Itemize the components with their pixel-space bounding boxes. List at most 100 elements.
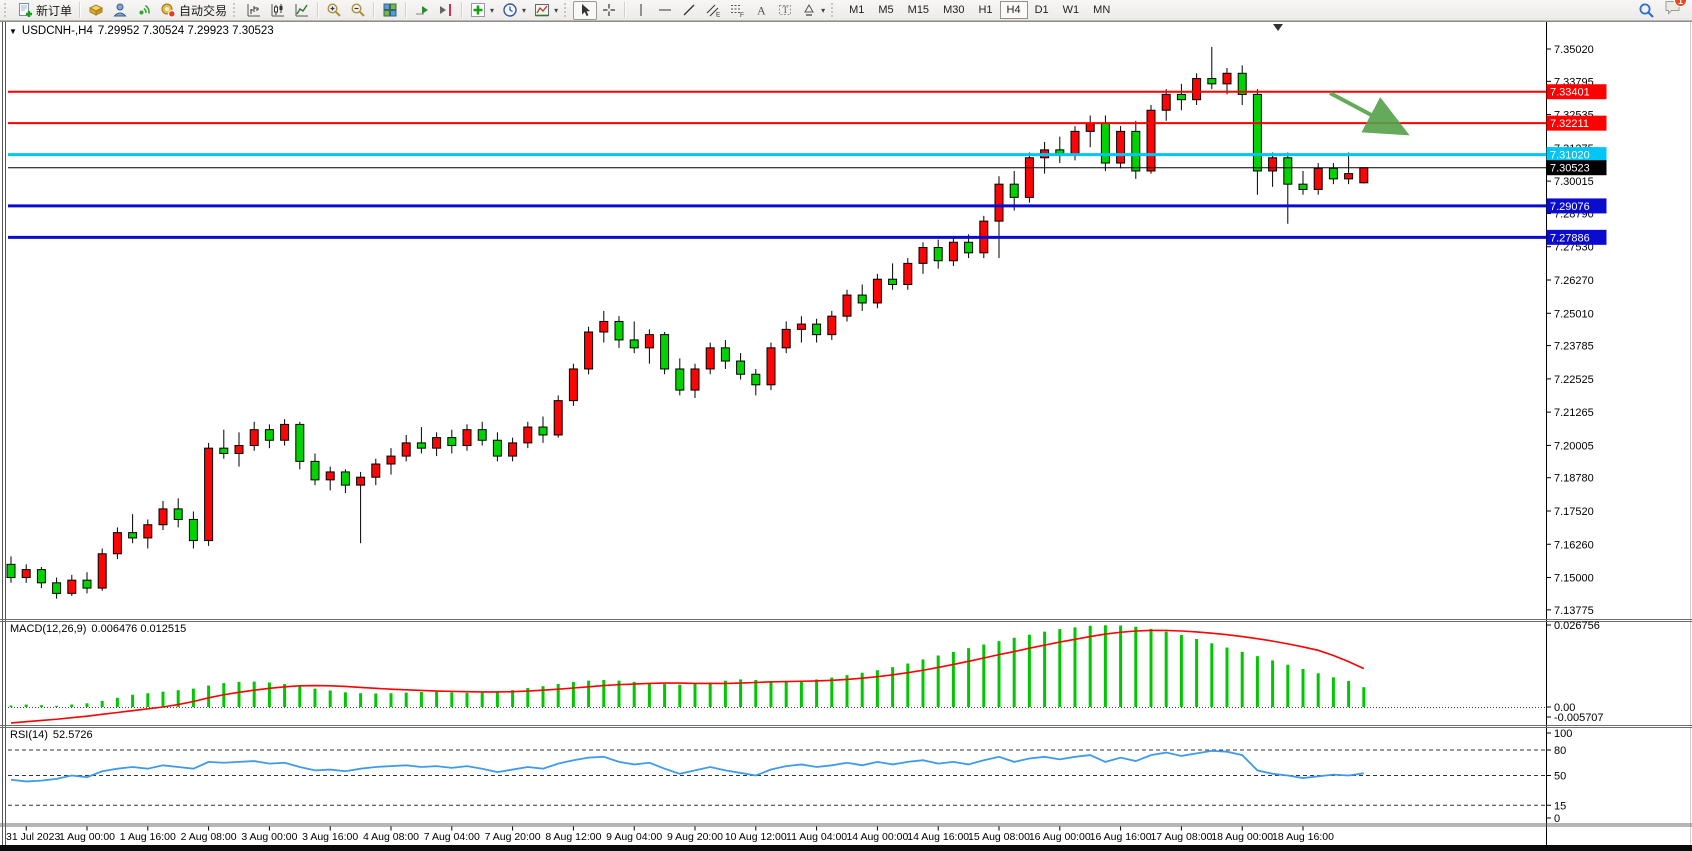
crosshair-tool-button[interactable]	[597, 1, 621, 20]
zoom-out-button[interactable]	[346, 1, 370, 20]
zoom-in-button[interactable]	[322, 1, 346, 20]
bar-chart-button[interactable]	[242, 1, 266, 20]
candle-body	[933, 247, 943, 262]
svg-text:A: A	[757, 4, 766, 18]
trendline-icon	[681, 2, 697, 18]
level-price-box	[1546, 198, 1607, 214]
tile-windows-button[interactable]	[378, 1, 402, 20]
bar-chart-icon	[246, 2, 262, 18]
template-icon	[534, 2, 550, 18]
zoom-out-icon	[350, 2, 366, 18]
candlestick-chart-button[interactable]	[266, 1, 290, 20]
rsi-line	[10, 749, 1364, 783]
chart-shift-marker[interactable]	[1273, 24, 1283, 31]
market-watch-button[interactable]	[84, 1, 108, 20]
candle-body	[340, 471, 350, 486]
chart-shift-icon	[438, 2, 454, 18]
toolbar-grip[interactable]	[831, 3, 836, 17]
line-chart-button[interactable]	[290, 1, 314, 20]
toolbar-right-group: 1	[1638, 0, 1687, 21]
cursor-tool-button[interactable]	[573, 0, 598, 20]
macd-axis-label: 0.00	[1554, 702, 1575, 714]
horizontal-line-icon	[657, 2, 673, 18]
autotrading-button[interactable]: 自动交易	[156, 1, 231, 20]
candle-body	[6, 563, 16, 579]
timeframe-H1[interactable]: H1	[978, 4, 993, 16]
candle-body	[1024, 157, 1034, 198]
notifications-button[interactable]: 1	[1664, 0, 1687, 21]
toolbar-grip[interactable]	[4, 3, 9, 17]
rsi-axis-label: 80	[1554, 745, 1566, 757]
candle-body	[371, 463, 381, 478]
equidistant-channel-icon: E	[705, 2, 721, 19]
vertical-line-icon	[633, 2, 649, 18]
candle-body	[796, 323, 806, 330]
candle-body	[219, 447, 229, 454]
timeframe-M15[interactable]: M15	[907, 4, 930, 16]
toolbar-grip[interactable]	[564, 3, 569, 17]
text-label-icon: T	[777, 2, 793, 18]
candle-body	[1359, 167, 1369, 184]
time-label: 16 Aug 16:00	[1090, 831, 1152, 843]
candle-body	[538, 426, 548, 436]
level-price-box	[1546, 115, 1607, 131]
candle-body	[1252, 93, 1262, 172]
level-price-label: 7.30523	[1550, 163, 1590, 175]
candle-body	[356, 476, 366, 486]
candle-body	[1070, 130, 1080, 156]
data-window-button[interactable]	[108, 1, 132, 20]
fibonacci-tool-button[interactable]: F	[725, 1, 749, 20]
periods-button[interactable]: ▾	[498, 1, 530, 20]
candle-body	[508, 442, 518, 457]
level-price-label: 7.29076	[1550, 201, 1590, 213]
candle-body	[386, 455, 396, 465]
timeframe-H4[interactable]: H4	[999, 1, 1028, 19]
signals-button[interactable]	[132, 1, 156, 20]
level-price-box	[1546, 229, 1607, 245]
price-tick-label: 7.17520	[1554, 506, 1594, 518]
time-label: 18 Aug 00:00	[1211, 831, 1273, 843]
candle-body	[1268, 157, 1278, 172]
timeframe-D1[interactable]: D1	[1034, 4, 1049, 16]
price-axis[interactable]: 7.350207.337957.325357.312757.300157.287…	[1546, 44, 1594, 617]
time-label: 10 Aug 12:00	[725, 831, 787, 843]
toolbar-separator	[373, 2, 376, 18]
candle-body	[1313, 167, 1323, 190]
templates-button[interactable]: ▾	[530, 1, 562, 20]
toolbar-grip[interactable]	[233, 3, 238, 17]
timeframe-M5[interactable]: M5	[878, 4, 894, 16]
timeframe-MN[interactable]: MN	[1093, 4, 1111, 16]
candle-body	[264, 429, 274, 441]
candle-body	[842, 294, 852, 317]
candle-body	[1222, 72, 1232, 85]
candle-body	[690, 368, 700, 391]
vertical-line-tool-button[interactable]	[629, 1, 653, 20]
text-label-tool-button[interactable]: T	[773, 1, 797, 20]
trendline-tool-button[interactable]	[677, 1, 701, 20]
horizontal-line-tool-button[interactable]	[653, 1, 677, 20]
timeframe-M1[interactable]: M1	[849, 4, 865, 16]
candle-body	[82, 579, 92, 589]
auto-scroll-button[interactable]	[410, 1, 434, 20]
rsi-axis-label: 100	[1554, 728, 1572, 740]
candle-body	[1298, 183, 1308, 190]
time-label: 3 Aug 16:00	[302, 831, 358, 843]
candle-body	[812, 323, 822, 336]
channel-tool-button[interactable]: E	[701, 1, 725, 20]
time-label: 31 Jul 2023	[6, 831, 60, 843]
search-icon[interactable]	[1638, 2, 1654, 18]
candle-body	[280, 423, 290, 441]
timeframe-M30[interactable]: M30	[943, 4, 965, 16]
trend-arrow-annotation[interactable]	[1329, 91, 1410, 136]
arrows-tool-button[interactable]: ▾	[797, 1, 829, 20]
candle-body	[918, 247, 928, 264]
new-order-button[interactable]: 新订单	[13, 1, 76, 20]
add-indicator-button[interactable]: ▾	[466, 1, 498, 20]
chart-shift-button[interactable]	[434, 1, 458, 20]
symbol-dropdown-icon[interactable]: ▼	[9, 26, 17, 36]
text-tool-button[interactable]: A	[749, 1, 773, 20]
timeframe-W1[interactable]: W1	[1062, 4, 1080, 16]
